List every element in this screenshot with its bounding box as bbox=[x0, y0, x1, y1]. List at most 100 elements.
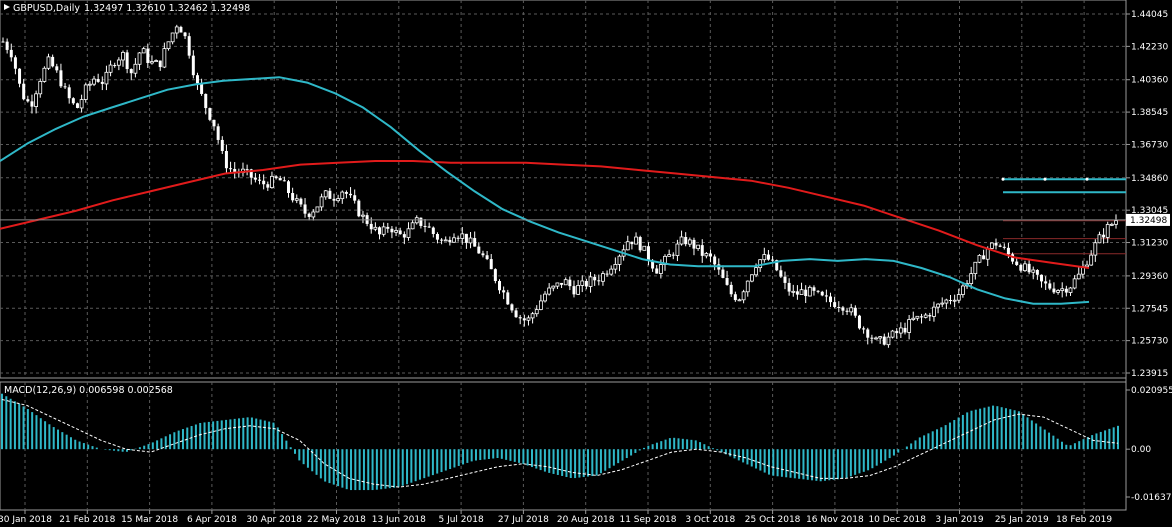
candle-body-up bbox=[1060, 288, 1065, 291]
candle-body-up bbox=[625, 241, 630, 251]
candle-body-down bbox=[651, 260, 655, 269]
candle-body-up bbox=[617, 255, 622, 265]
candle-body-down bbox=[187, 36, 191, 56]
candle-body-down bbox=[67, 87, 71, 99]
ohlc-values: 1.32497 1.32610 1.32462 1.32498 bbox=[84, 3, 250, 14]
candle-body-up bbox=[460, 233, 465, 239]
candle-body-up bbox=[940, 302, 945, 305]
candle-body-down bbox=[638, 237, 642, 251]
candle-body-down bbox=[824, 295, 828, 297]
candle-body-up bbox=[555, 282, 560, 287]
candle-body-up bbox=[956, 294, 961, 301]
candle-body-up bbox=[898, 327, 903, 334]
grid-lines bbox=[0, 0, 1126, 510]
candle-body-down bbox=[378, 227, 382, 235]
candle-body-up bbox=[791, 290, 796, 293]
candle-body-down bbox=[630, 241, 634, 245]
candle-body-down bbox=[948, 300, 952, 302]
candle-body-up bbox=[340, 191, 345, 200]
candle-body-up bbox=[961, 285, 965, 295]
candle-body-up bbox=[410, 222, 415, 230]
candle-body-down bbox=[398, 230, 402, 235]
candle-body-up bbox=[42, 67, 47, 82]
candle-body-up bbox=[1097, 234, 1102, 244]
macd-histogram bbox=[1, 393, 1119, 491]
macd-label: MACD(12,26,9) 0.006598 0.002568 bbox=[4, 385, 173, 396]
candle-body-down bbox=[448, 239, 452, 243]
candle-body-down bbox=[328, 190, 332, 199]
candle-body-down bbox=[671, 254, 675, 256]
candle-body-down bbox=[646, 246, 650, 261]
candle-body-down bbox=[568, 279, 572, 287]
candle-body-down bbox=[125, 52, 129, 70]
candle-body-up bbox=[1085, 264, 1089, 268]
macd-axis: 0.020955 0.00 -0.016377 bbox=[1126, 386, 1172, 503]
time-tick-label: 20 Aug 2018 bbox=[557, 515, 615, 525]
candle-body-up bbox=[642, 245, 647, 251]
candle-body-down bbox=[725, 277, 729, 285]
candle-body-down bbox=[13, 57, 17, 69]
candle-body-up bbox=[319, 196, 324, 208]
candle-body-up bbox=[973, 261, 978, 275]
candle-body-down bbox=[506, 292, 510, 305]
price-tick-label: 1.34860 bbox=[1131, 174, 1168, 184]
price-axis: 1.44045 1.42230 1.40360 1.38545 1.36730 1.348… bbox=[1126, 10, 1168, 379]
price-tick-label: 1.27545 bbox=[1131, 304, 1168, 314]
candle-body-up bbox=[1023, 263, 1027, 272]
candle-body-down bbox=[833, 302, 837, 307]
candle-body-down bbox=[419, 217, 423, 226]
price-tick-label: 1.36730 bbox=[1131, 140, 1168, 150]
time-tick-label: 18 Feb 2019 bbox=[1056, 515, 1112, 525]
candle-body-up bbox=[745, 280, 750, 293]
candle-body-down bbox=[55, 66, 59, 71]
candle-body-up bbox=[754, 267, 758, 276]
candle-body-down bbox=[655, 268, 659, 274]
candle-body-up bbox=[1109, 223, 1114, 226]
candle-body-up bbox=[166, 41, 171, 50]
macd-tick-label: 0.020955 bbox=[1131, 386, 1172, 396]
price-panel-frame bbox=[0, 0, 1127, 379]
candle-body-down bbox=[440, 239, 444, 241]
candle-body-down bbox=[212, 119, 216, 127]
candle-body-down bbox=[502, 290, 506, 293]
candle-body-up bbox=[679, 236, 684, 245]
candle-body-down bbox=[820, 291, 824, 296]
candle-body-up bbox=[530, 313, 535, 319]
candle-body-up bbox=[952, 299, 957, 302]
candle-body-up bbox=[696, 244, 701, 250]
candle-body-up bbox=[807, 286, 812, 297]
candlestick-series bbox=[1, 24, 1118, 348]
candle-body-down bbox=[258, 179, 262, 181]
candle-body-up bbox=[336, 198, 341, 202]
candle-body-down bbox=[829, 296, 833, 303]
candle-body-down bbox=[1040, 274, 1044, 282]
candle-body-down bbox=[593, 276, 597, 281]
candle-body-up bbox=[1089, 254, 1094, 266]
candle-body-down bbox=[1, 41, 5, 43]
candle-body-down bbox=[245, 169, 249, 171]
candle-body-down bbox=[357, 200, 361, 217]
candle-body-down bbox=[100, 81, 104, 84]
time-tick-label: 30 Apr 2018 bbox=[246, 515, 302, 525]
candle-body-down bbox=[1015, 261, 1019, 265]
candle-body-up bbox=[749, 274, 754, 282]
candle-body-up bbox=[576, 285, 581, 295]
candle-body-up bbox=[886, 336, 891, 346]
candle-body-down bbox=[804, 289, 808, 297]
candle-body-down bbox=[895, 331, 899, 334]
candle-body-down bbox=[464, 233, 468, 243]
current-price-tag: 1.32498 bbox=[1126, 213, 1170, 226]
candle-body-up bbox=[687, 239, 692, 245]
candle-body-down bbox=[200, 83, 204, 94]
candle-body-down bbox=[30, 101, 34, 107]
candle-body-down bbox=[1044, 281, 1048, 284]
candle-body-down bbox=[771, 259, 775, 261]
candle-body-up bbox=[121, 51, 125, 61]
price-tick-label: 1.25730 bbox=[1131, 337, 1168, 347]
candle-body-down bbox=[146, 48, 150, 63]
candle-body-up bbox=[989, 242, 994, 249]
candle-body-down bbox=[1102, 234, 1106, 238]
candle-body-up bbox=[849, 307, 854, 313]
candle-body-up bbox=[969, 273, 974, 284]
